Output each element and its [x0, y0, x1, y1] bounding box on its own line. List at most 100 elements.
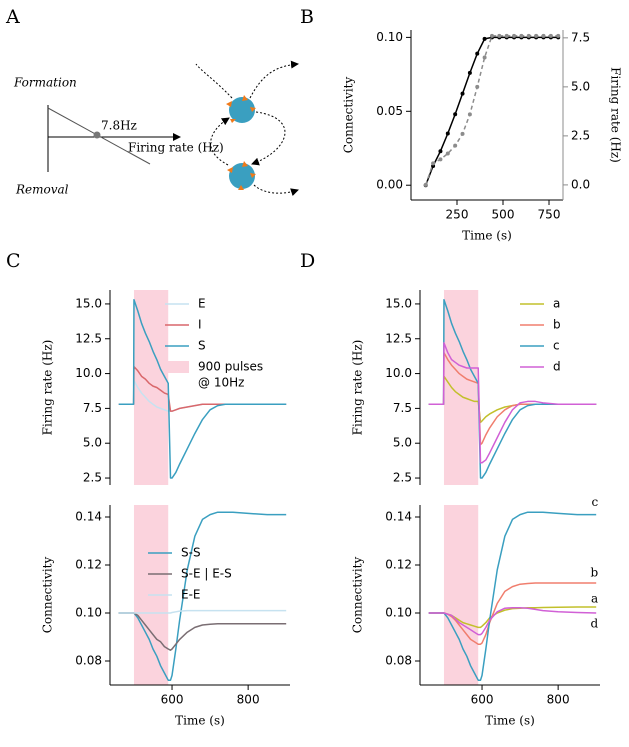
point: [423, 182, 428, 187]
series-line: [118, 612, 287, 651]
y2-axis-label: Firing rate (Hz): [609, 67, 623, 163]
y-axis-label: Firing rate (Hz): [41, 340, 55, 436]
formation-label: Formation: [13, 76, 77, 90]
legend-label: d: [553, 360, 561, 374]
removal-label: Removal: [15, 183, 69, 197]
point: [548, 33, 553, 38]
point: [482, 55, 487, 60]
x-axis-label: Time (s): [462, 229, 512, 243]
axon: [249, 60, 299, 99]
point: [475, 51, 480, 56]
y-tick-label: 0.08: [385, 654, 412, 668]
y-tick-label: 0.14: [385, 510, 412, 524]
synapses: [226, 95, 256, 190]
point: [431, 161, 436, 166]
series-line: [428, 582, 597, 645]
point: [497, 33, 502, 38]
legend-label: S-E | E-S: [181, 567, 232, 581]
legend-label: a: [553, 297, 560, 311]
end-label: b: [591, 566, 599, 580]
y-tick-label: 0.12: [75, 558, 102, 572]
diagram-axis-label: Firing rate (Hz): [128, 141, 224, 155]
y-tick-label: 2.5: [393, 471, 412, 485]
stimulus-shade: [443, 290, 479, 485]
point: [445, 131, 450, 136]
axon: [251, 111, 286, 166]
y-tick-label: 0.05: [376, 104, 403, 118]
y-tick-label: 0.10: [75, 606, 102, 620]
series-line: [118, 299, 287, 479]
legend-label: b: [553, 318, 561, 332]
series-line: [118, 609, 287, 614]
y-tick-label: 12.5: [385, 331, 412, 345]
y-tick-label: 10.0: [385, 366, 412, 380]
y-tick-label: 7.5: [83, 401, 102, 415]
y-axis-label: Connectivity: [342, 77, 356, 154]
y-tick-label: 12.5: [75, 331, 102, 345]
point: [467, 112, 472, 117]
x-tick-label: 500: [492, 208, 515, 222]
point: [438, 149, 443, 154]
neuron: [229, 97, 255, 123]
y-tick-label: 5.0: [83, 436, 102, 450]
y-tick-label: 2.5: [83, 471, 102, 485]
point: [467, 70, 472, 75]
stimulus-shade: [133, 290, 169, 485]
y-tick-label: 0.12: [385, 558, 412, 572]
diagram: Formation Removal 7.8Hz Firing rate (Hz): [13, 60, 299, 197]
series-line: [428, 299, 597, 479]
y-tick-label: 0.08: [75, 654, 102, 668]
point: [519, 33, 524, 38]
series-line: [428, 511, 597, 681]
y-axis-label: Firing rate (Hz): [351, 340, 365, 436]
y-axis-label: Connectivity: [41, 557, 55, 634]
x-tick-label: 600: [471, 693, 494, 707]
y-tick-label: 10.0: [75, 366, 102, 380]
point: [453, 112, 458, 117]
y2-tick-label: 0.0: [571, 177, 590, 191]
y-tick-label: 0.14: [75, 510, 102, 524]
y2-tick-label: 5.0: [571, 79, 590, 93]
legend-label: c: [553, 339, 560, 353]
x-tick-label: 750: [538, 208, 561, 222]
legend-swatch: [165, 361, 189, 373]
y-tick-label: 15.0: [385, 296, 412, 310]
neuron: [229, 163, 255, 189]
point: [475, 84, 480, 89]
y2-tick-label: 2.5: [571, 128, 590, 142]
legend-label: 900 pulses: [198, 360, 263, 374]
point: [489, 33, 494, 38]
series-line: [428, 342, 597, 464]
point: [482, 36, 487, 41]
x-axis-label: Time (s): [175, 714, 225, 728]
axon: [210, 117, 230, 166]
end-label: a: [591, 592, 598, 606]
point: [512, 33, 517, 38]
point: [453, 143, 458, 148]
y-tick-label: 15.0: [75, 296, 102, 310]
panel-label: A: [5, 6, 20, 28]
x-tick-label: 600: [161, 693, 184, 707]
y-tick-label: 5.0: [393, 436, 412, 450]
stimulus-shade: [443, 505, 479, 685]
point: [460, 131, 465, 136]
point: [534, 33, 539, 38]
panel-label: D: [300, 250, 315, 272]
setpoint-dot: [93, 131, 101, 139]
point: [438, 157, 443, 162]
point: [541, 33, 546, 38]
point: [504, 33, 509, 38]
y-tick-label: 0.10: [385, 606, 412, 620]
point: [526, 33, 531, 38]
legend-label: E: [198, 297, 206, 311]
point: [460, 91, 465, 96]
point: [556, 33, 561, 38]
x-tick-label: 800: [547, 693, 570, 707]
y-axis-label: Connectivity: [351, 557, 365, 634]
legend-label: E-E: [181, 588, 201, 602]
setpoint-label: 7.8Hz: [101, 119, 137, 133]
panel-label: C: [6, 250, 21, 272]
y-tick-label: 0.10: [376, 30, 403, 44]
axon: [253, 184, 299, 197]
